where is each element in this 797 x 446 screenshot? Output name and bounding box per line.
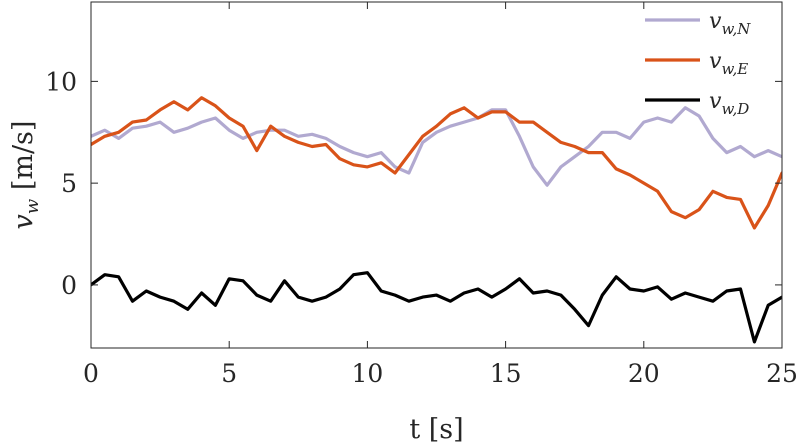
x-tick-label: 15 — [490, 359, 522, 388]
x-tick-label: 5 — [221, 359, 237, 388]
series-line-w-d — [91, 271, 782, 344]
legend: vw,N vw,E vw,D — [645, 9, 751, 118]
y-axis-label: vw [m/s] — [8, 121, 43, 230]
series-line-w-e — [91, 96, 782, 230]
legend-label: vw,E — [709, 49, 748, 78]
x-tick-label: 10 — [351, 359, 383, 388]
y-tick-label: 5 — [61, 169, 77, 198]
x-tick-label: 25 — [766, 359, 797, 388]
x-axis-label: t [s] — [409, 414, 463, 445]
y-axis-label-subscript: w — [22, 198, 43, 214]
y-tick-label: 10 — [45, 67, 77, 96]
axis-ticks: 0 5 10 15 20 25 0 5 10 — [45, 2, 797, 388]
legend-label: vw,D — [709, 89, 749, 118]
plot-frame — [90, 1, 783, 349]
plot-lines — [91, 96, 782, 344]
x-tick-label: 20 — [628, 359, 660, 388]
x-tick-label: 0 — [83, 359, 99, 388]
y-axis-label-unit: [m/s] — [8, 121, 39, 199]
legend-label: vw,N — [709, 9, 751, 38]
y-tick-label: 0 — [61, 271, 77, 300]
series-line-w-n — [91, 106, 782, 187]
y-axis-label-main: v — [8, 214, 39, 229]
